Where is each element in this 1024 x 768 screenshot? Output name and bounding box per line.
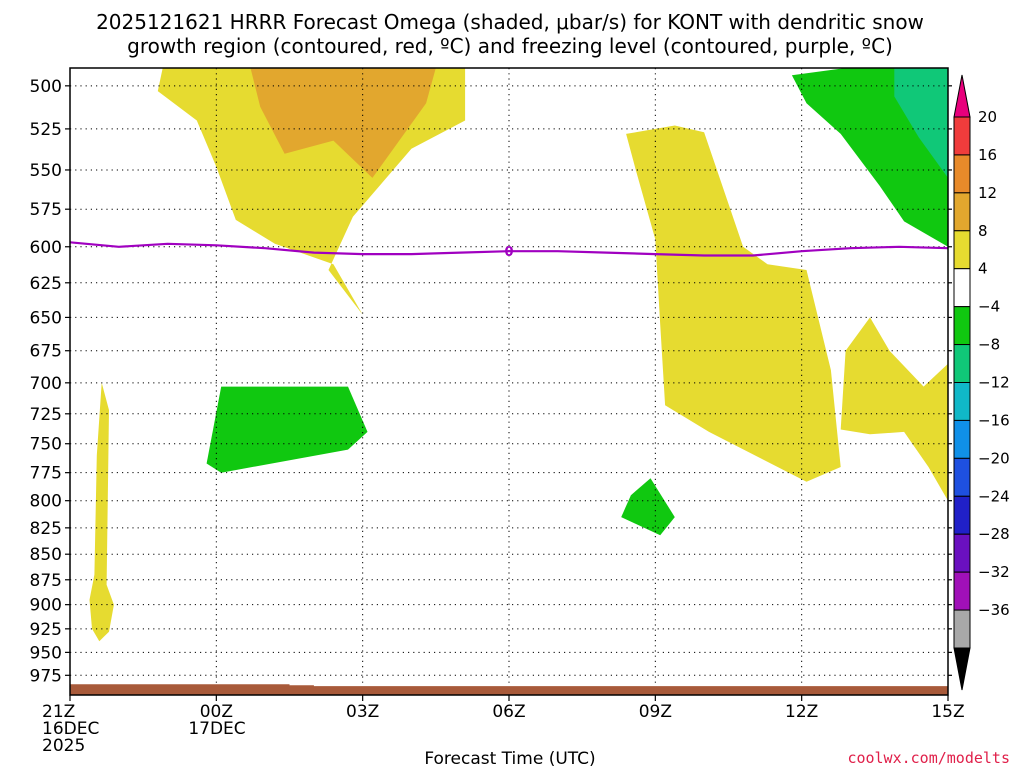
omega-region-yellow-left-column (89, 382, 114, 642)
y-tick-label-900: 900 (30, 596, 62, 616)
colorbar-label-9: −20 (978, 449, 1010, 467)
colorbar-cap-top (953, 74, 971, 118)
colorbar-label-13: −36 (978, 601, 1010, 619)
colorbar-segment-6 (953, 344, 971, 384)
y-tick-label-875: 875 (30, 571, 62, 591)
title-line-1: 2025121621 HRRR Forecast Omega (shaded, … (96, 10, 924, 34)
omega-region-yellow-right-lower (840, 317, 948, 501)
credit-text: coolwx.com/modelts (847, 749, 1010, 767)
freezing-level-line (69, 241, 949, 257)
colorbar-segment-9 (953, 457, 971, 497)
omega-region-yellow-middle-right (626, 125, 841, 482)
x-tick-label-3-0: 00Z (200, 702, 233, 722)
colorbar-segment-11 (953, 533, 971, 573)
terrain-fill (70, 684, 948, 695)
omega-region-teal-upper-right (894, 68, 948, 178)
omega-region-green-lower-middle (621, 478, 675, 536)
y-tick-label-625: 625 (30, 274, 62, 294)
x-tick-label-0-1: 16DEC (42, 719, 99, 739)
colorbar-segment-0 (953, 116, 971, 156)
colorbar-segment-7 (953, 382, 971, 421)
y-tick-label-725: 725 (30, 405, 62, 425)
chart-title: 2025121621 HRRR Forecast Omega (shaded, … (96, 10, 924, 58)
y-tick-label-700: 700 (30, 374, 62, 394)
y-tick-label-550: 550 (30, 161, 62, 181)
y-tick-label-925: 925 (30, 620, 62, 640)
x-tick-label-3-1: 17DEC (188, 719, 245, 739)
omega-region-green-middle (206, 386, 368, 473)
y-axis-ticks: 500 525 550 575 600 625 650 675 700 725 750 775 800 8… (30, 77, 952, 686)
colorbar-label-6: −8 (978, 336, 1000, 354)
omega-shaded-regions (89, 68, 948, 642)
terrain-band (70, 684, 948, 695)
colorbar-segment-4 (953, 268, 971, 308)
y-tick-label-675: 675 (30, 342, 62, 362)
y-tick-label-800: 800 (30, 492, 62, 512)
y-tick-label-850: 850 (30, 545, 62, 565)
y-tick-label-500: 500 (30, 77, 62, 97)
y-tick-label-650: 650 (30, 308, 62, 328)
colorbar-label-0: 20 (978, 108, 997, 126)
colorbar-segment-13 (953, 609, 971, 649)
y-tick-label-600: 600 (30, 238, 62, 258)
colorbar-label-4: 4 (978, 260, 988, 278)
y-tick-label-575: 575 (30, 200, 62, 220)
colorbar-label-1: 16 (978, 146, 997, 164)
colorbar-segment-5 (953, 306, 971, 346)
y-tick-label-775: 775 (30, 464, 62, 484)
colorbar-cap-bottom (953, 647, 971, 691)
colorbar-segment-12 (953, 571, 971, 611)
freezing-level-contour: 0 (69, 241, 949, 260)
x-tick-label-9-0: 06Z (492, 702, 525, 722)
freezing-level-label: 0 (504, 245, 513, 260)
x-tick-label-15-0: 12Z (785, 702, 818, 722)
colorbar-segment-3 (953, 230, 971, 270)
title-line-2: growth region (contoured, red, ºC) and f… (127, 34, 893, 58)
colorbar: 20 16 12 8 4 −4 −8 −12 −16 −20 −24 −28 −32 −36 (953, 74, 1010, 691)
colorbar-label-3: 8 (978, 222, 988, 240)
y-tick-label-825: 825 (30, 519, 62, 539)
colorbar-label-10: −24 (978, 487, 1010, 505)
grid-lines (69, 68, 949, 695)
colorbar-label-5: −4 (978, 298, 1000, 316)
colorbar-label-12: −32 (978, 563, 1010, 581)
colorbar-segment-2 (953, 192, 971, 232)
colorbar-label-2: 12 (978, 184, 997, 202)
x-tick-label-0-0: 21Z (42, 702, 75, 722)
x-tick-label-12-0: 09Z (639, 702, 672, 722)
x-tick-label-18-0: 15Z (931, 702, 964, 722)
colorbar-segment-10 (953, 495, 971, 535)
y-tick-label-525: 525 (30, 120, 62, 140)
y-tick-label-975: 975 (30, 666, 62, 686)
colorbar-label-8: −16 (978, 411, 1010, 429)
x-tick-label-0-2: 2025 (42, 736, 85, 756)
omega-region-orange-top (250, 68, 436, 178)
colorbar-segment-1 (953, 154, 971, 194)
y-tick-label-950: 950 (30, 643, 62, 663)
x-tick-label-6-0: 03Z (346, 702, 379, 722)
x-axis-label: Forecast Time (UTC) (424, 749, 595, 768)
colorbar-label-11: −28 (978, 525, 1010, 543)
colorbar-segment-8 (953, 419, 971, 459)
colorbar-label-7: −12 (978, 374, 1010, 392)
y-tick-label-750: 750 (30, 435, 62, 455)
